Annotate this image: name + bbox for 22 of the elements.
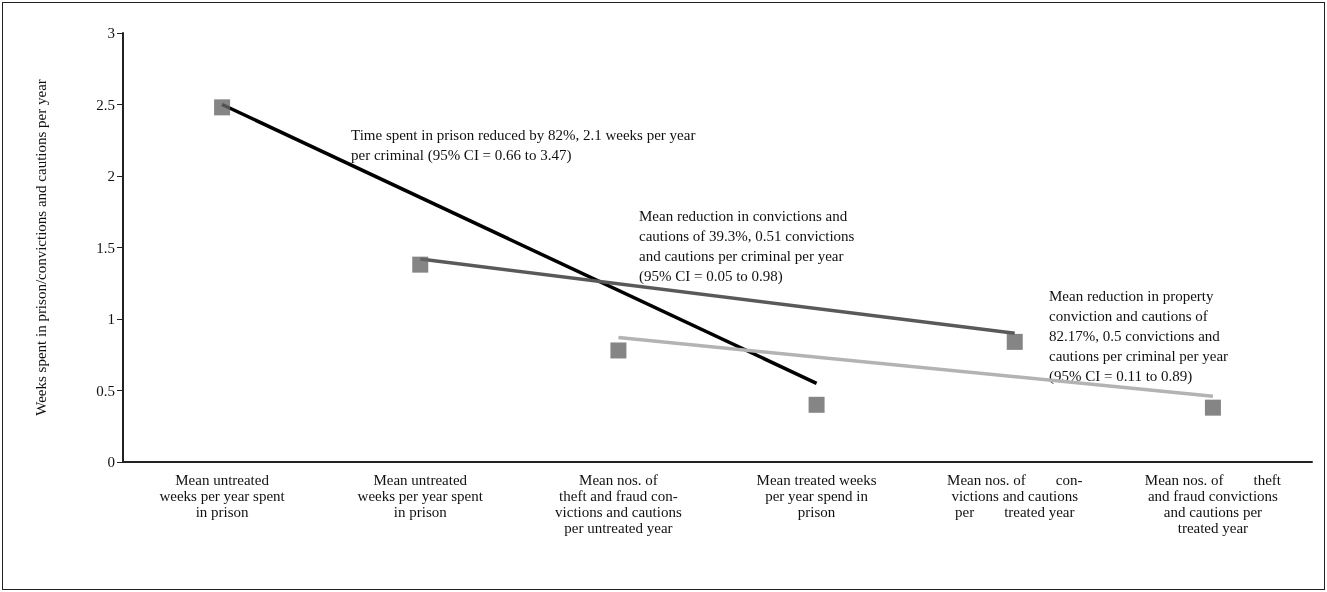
x-tick-label: Mean untreated weeks per year spent in prison: [357, 472, 484, 520]
point: [1006, 333, 1023, 350]
point: [214, 99, 231, 116]
y-tick-label: 0: [107, 454, 115, 470]
y-tick-label: 1: [107, 311, 115, 327]
x-tick-label: Mean treated weeks per year spend in prison: [756, 472, 877, 520]
x-tick-label: Mean untreated weeks per year spent in prison: [159, 472, 286, 520]
point: [1204, 399, 1221, 416]
y-tick-label: 0.5: [96, 382, 115, 399]
point: [412, 256, 429, 273]
x-tick-label: Mean nos. of theft and fraud con- victions and cautions per untreated year: [555, 472, 682, 536]
y-axis-title: Weeks spent in prison/convictions and cautions per year: [32, 79, 49, 416]
y-tick-label: 3: [107, 25, 115, 41]
y-tick-label: 2: [107, 168, 115, 184]
annotation: Mean reduction in convictions and cautions of 39.3%, 0.51 convictions and cautions per criminal per year (95% CI = 0.05 to 0.98): [639, 208, 855, 285]
x-tick-label: Mean nos. of theft and fraud convictions and cautions per treated year: [1144, 472, 1282, 536]
point: [808, 396, 825, 413]
point: [610, 342, 627, 359]
y-tick-label: 1.5: [96, 239, 115, 256]
y-tick-label: 2.5: [96, 96, 115, 113]
annotation: Time spent in prison reduced by 82%, 2.1 weeks per year per criminal (95% CI = 0.66 to 3.47): [351, 127, 696, 164]
x-tick-label: Mean nos. of con- victions and cautions per treated year: [947, 472, 1083, 520]
